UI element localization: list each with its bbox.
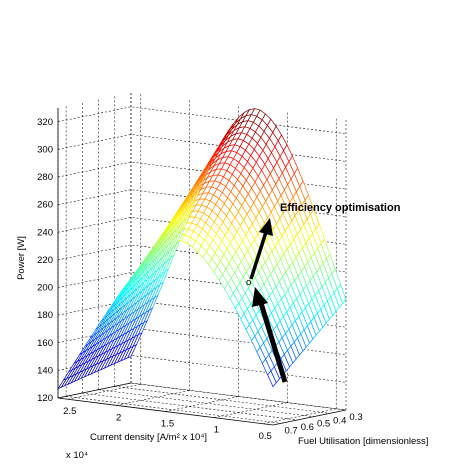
axis-ticks: 120 140 160 180 200 220 240 260 280 300 320 2.5 2 1.5… xyxy=(37,117,362,442)
z-tick-label: 300 xyxy=(37,144,53,155)
y-tick-label: 0.6 xyxy=(301,422,314,433)
z-tick-label: 280 xyxy=(37,172,53,183)
x-tick-label: 1 xyxy=(214,425,219,436)
power-surface xyxy=(57,108,347,390)
grid-line xyxy=(263,408,337,425)
grid-line xyxy=(114,386,330,414)
z-tick-label: 240 xyxy=(37,227,53,238)
y-tick-label: 0.7 xyxy=(285,425,298,436)
grid-line xyxy=(130,382,347,411)
z-tick-label: 320 xyxy=(37,117,53,128)
grid-line xyxy=(165,396,239,412)
grid-line xyxy=(82,392,298,421)
x-tick-label: 2.5 xyxy=(63,406,76,417)
z-tick-label: 260 xyxy=(37,200,53,211)
y-tick-label: 0.5 xyxy=(317,419,330,430)
x-axis-label: Current density [A/m² x 10⁴] xyxy=(90,432,207,443)
arrow-lower xyxy=(252,287,288,383)
grid-line xyxy=(214,402,288,418)
annotation-text: Efficiency optimisation xyxy=(280,202,401,214)
grid-line xyxy=(57,382,347,411)
grid-line xyxy=(57,106,347,135)
z-tick-label: 160 xyxy=(37,338,53,349)
optimum-marker: o xyxy=(246,277,251,288)
y-tick-label: 0.3 xyxy=(349,412,362,423)
x-tick-label: 2 xyxy=(116,412,121,423)
x-tick-label: 0.5 xyxy=(259,431,272,442)
axis-line xyxy=(272,409,347,426)
grid-line xyxy=(57,327,347,356)
grid-line xyxy=(66,396,282,424)
axis-line xyxy=(57,397,274,426)
arrow-upper xyxy=(249,218,273,280)
x-tick-label: 1.5 xyxy=(161,419,174,430)
grid-line xyxy=(116,390,190,406)
z-axis-label: Power [W] xyxy=(16,236,27,280)
z-tick-label: 180 xyxy=(37,310,53,321)
z-tick-label: 200 xyxy=(37,283,53,294)
z-tick-label: 220 xyxy=(37,255,53,266)
grid-line xyxy=(98,389,314,417)
grid-line xyxy=(57,272,347,300)
axis-line xyxy=(57,382,132,399)
grid-line xyxy=(57,299,347,328)
grid-line xyxy=(57,134,347,162)
z-tick-label: 140 xyxy=(37,365,53,376)
grid-line xyxy=(57,244,347,273)
x-axis-exponent: x 10⁴ xyxy=(66,450,88,461)
z-tick-label: 120 xyxy=(37,393,53,404)
y-axis-label: Fuel Utilisation [dimensionless] xyxy=(298,436,428,447)
grid-line xyxy=(67,383,141,400)
y-tick-label: 0.4 xyxy=(333,415,346,426)
surface-patch xyxy=(126,344,138,359)
